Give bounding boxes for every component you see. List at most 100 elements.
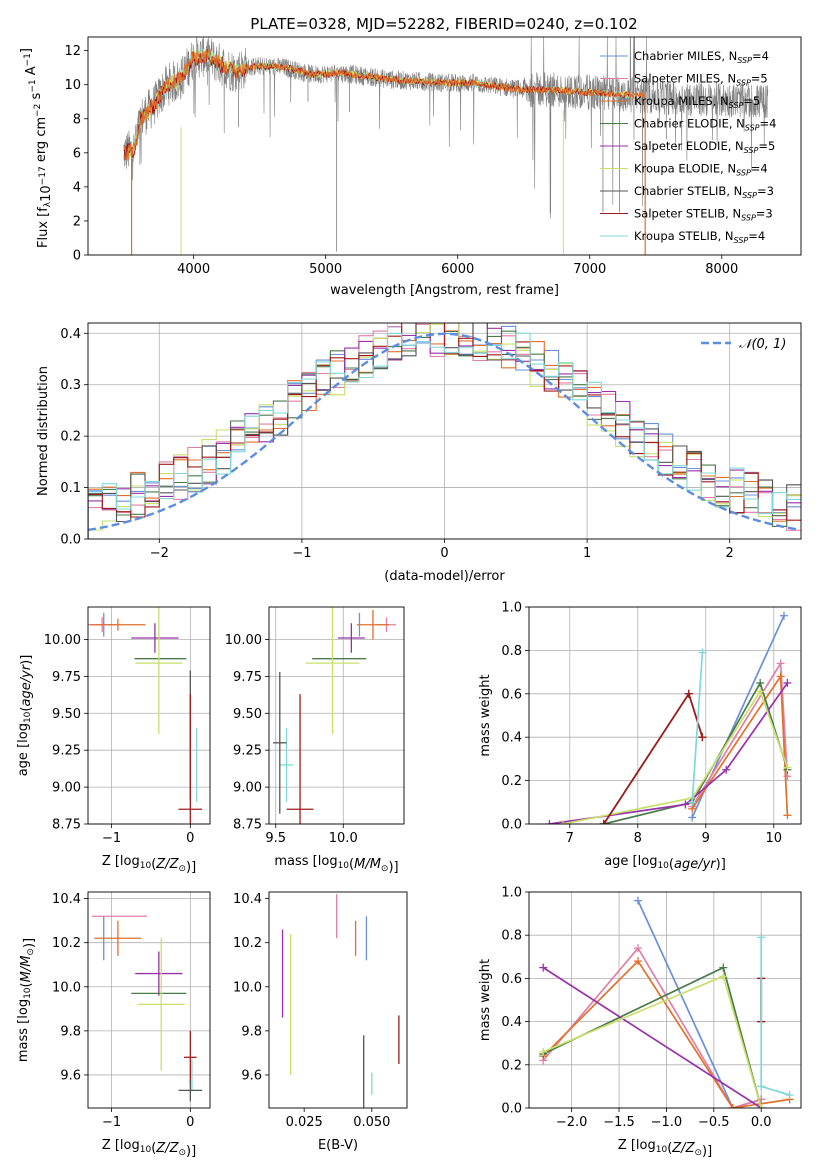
- label-part: −1: [23, 53, 33, 66]
- x-tick-label: −1.5: [603, 1115, 635, 1130]
- y-tick-label: 10.00: [225, 633, 262, 648]
- axis-label: age [log10(age/yr)]: [16, 655, 34, 777]
- x-tick-label: −1: [102, 1115, 121, 1130]
- legend-count: =5: [758, 139, 775, 153]
- y-tick-label: 0.0: [501, 1102, 522, 1117]
- label-part: erg cm: [34, 117, 49, 166]
- y-tick-label: 0.1: [60, 481, 81, 496]
- axes-frame: [87, 606, 211, 825]
- y-tick-label: 9.8: [60, 1024, 81, 1039]
- label-part: age [log: [604, 854, 657, 869]
- x-tick-label: −2: [150, 546, 169, 561]
- x-tick-label: 8: [634, 831, 642, 846]
- legend-model: Kroupa MILES, N: [634, 94, 729, 108]
- label-part: Z/Z: [671, 1141, 695, 1156]
- legend-count: =5: [751, 72, 768, 86]
- axes-frame: [268, 891, 408, 1109]
- y-tick-label: 9.6: [241, 1068, 262, 1083]
- panel-mass_weight_vs_Z: −2.0 −1.5 −1.0 −0.5 0.0 0.0 0.2 0.4 0.6 0.8 1.0 Z […: [478, 886, 802, 1159]
- label-part: (: [151, 1141, 156, 1156]
- x-tick-label: 7000: [573, 262, 606, 277]
- legend-model: Chabrier ELODIE, N: [634, 117, 745, 131]
- label-part: 10: [140, 1145, 152, 1155]
- label-part: )]: [702, 1144, 712, 1159]
- legend-model: Salpeter STELIB, N: [634, 207, 741, 221]
- x-tick-label: −0.5: [698, 1115, 730, 1130]
- y-tick-label: 9.50: [52, 707, 81, 722]
- x-tick-label: 0.025: [286, 1115, 323, 1130]
- plot-area: [281, 894, 400, 1108]
- x-tick-label: 9: [702, 831, 710, 846]
- y-tick-label: 0: [73, 249, 81, 264]
- series-line: [542, 946, 762, 1108]
- label-part: 10: [338, 861, 350, 871]
- y-tick-label: 9.50: [233, 707, 262, 722]
- label-part: age/yr: [19, 663, 34, 706]
- y-tick-label: 9.75: [52, 670, 81, 685]
- label-part: )]: [19, 655, 34, 665]
- y-tick-label: 0.8: [501, 929, 522, 944]
- label-part: M/M: [354, 857, 381, 872]
- y-tick-label: 10.2: [52, 936, 81, 951]
- y-tick-label: 0.4: [501, 1015, 522, 1030]
- label-part: s: [29, 92, 44, 103]
- x-tick-label: 0: [440, 546, 448, 561]
- legend-count: =3: [756, 207, 773, 221]
- label-part: −1: [28, 79, 38, 92]
- y-tick-label: 0.0: [60, 533, 81, 548]
- x-tick-label: −1.0: [651, 1115, 683, 1130]
- y-tick-label: 9.00: [233, 781, 262, 796]
- label-part: )]: [388, 860, 398, 875]
- plot-area: [539, 896, 794, 1108]
- x-tick-label: 10.0: [329, 831, 358, 846]
- y-tick-label: 0.2: [501, 1058, 522, 1073]
- x-tick-label: −2.0: [556, 1115, 588, 1130]
- axis-label: Z [log10(Z/Z⊙)]: [618, 1138, 712, 1159]
- axes-frame: [528, 891, 802, 1109]
- y-tick-label: 0.3: [60, 378, 81, 393]
- x-tick-label: 4000: [177, 262, 210, 277]
- x-axis-label: (data-model)/error: [384, 569, 505, 584]
- y-tick-label: 9.8: [241, 1024, 262, 1039]
- y-tick-label: 10.4: [233, 892, 262, 907]
- legend-count: =4: [752, 49, 769, 63]
- label-part: (: [667, 1141, 672, 1156]
- y-tick-label: 1.0: [501, 886, 522, 901]
- legend-label: Salpeter MILES, NSSP=5: [634, 72, 768, 88]
- model-line: [123, 48, 646, 161]
- x-tick-label: 0: [186, 831, 194, 846]
- legend-sub: SSP: [745, 124, 760, 133]
- y-tick-label: 0.8: [501, 644, 522, 659]
- label-part: Flux [f: [36, 207, 51, 248]
- legend-count: =5: [743, 94, 760, 108]
- x-tick-label: 0.0: [751, 1115, 772, 1130]
- x-tick-label: 10: [766, 831, 783, 846]
- label-part: M/M: [19, 956, 34, 983]
- y-tick-label: 0.6: [501, 972, 522, 987]
- label-part: mass [log: [16, 999, 31, 1062]
- series-line: [562, 689, 789, 824]
- axes-frame: [528, 606, 802, 825]
- x-tick-label: 9.5: [265, 831, 286, 846]
- axis-label: Flux [fλ10−17 erg cm−2 s−1 A−1]: [19, 48, 54, 248]
- series-line: [603, 680, 789, 824]
- legend-model: Chabrier STELIB, N: [634, 184, 742, 198]
- y-axis-label: mass weight: [478, 959, 493, 1041]
- y-tick-label: 8.75: [233, 818, 262, 833]
- legend-label: Chabrier ELODIE, NSSP=4: [634, 117, 776, 133]
- y-tick-label: 0.2: [501, 774, 522, 789]
- plot-area: [91, 915, 203, 1102]
- legend-model: Kroupa ELODIE, N: [634, 162, 736, 176]
- y-tick-label: 1.0: [501, 601, 522, 616]
- plot-area: [88, 323, 801, 539]
- label-part: 10: [140, 861, 152, 871]
- plot-area: [545, 611, 792, 824]
- label-part: age [log: [16, 723, 31, 776]
- y-axis-label: mass weight: [478, 674, 493, 756]
- histogram-step: [88, 332, 801, 539]
- legend-sub: SSP: [734, 236, 749, 245]
- legend-model: Salpeter ELODIE, N: [634, 139, 744, 153]
